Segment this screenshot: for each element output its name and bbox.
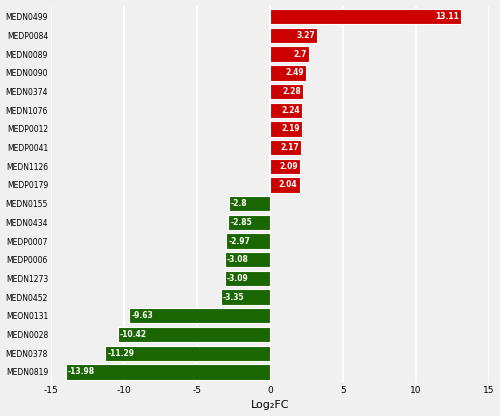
Bar	[270, 84, 303, 99]
Text: -2.8: -2.8	[231, 199, 248, 208]
Text: 3.27: 3.27	[296, 31, 316, 40]
Text: -10.42: -10.42	[120, 330, 147, 339]
Text: 2.04: 2.04	[278, 181, 297, 189]
Text: -3.09: -3.09	[227, 274, 248, 283]
Bar	[224, 271, 270, 286]
Bar	[270, 65, 306, 81]
Text: 2.09: 2.09	[280, 162, 298, 171]
Bar	[66, 364, 270, 379]
Bar	[270, 103, 302, 118]
Bar	[226, 233, 270, 249]
Text: -9.63: -9.63	[132, 311, 153, 320]
Text: -13.98: -13.98	[68, 367, 95, 376]
Text: 2.7: 2.7	[294, 50, 307, 59]
Text: -11.29: -11.29	[107, 349, 134, 358]
Bar	[270, 28, 318, 43]
Text: -2.85: -2.85	[230, 218, 252, 227]
Bar	[225, 252, 270, 267]
Bar	[228, 215, 270, 230]
Text: -3.35: -3.35	[223, 292, 244, 302]
Text: 13.11: 13.11	[435, 12, 459, 21]
Text: -2.97: -2.97	[228, 237, 250, 245]
Text: 2.28: 2.28	[282, 87, 301, 96]
Bar	[270, 140, 302, 155]
Bar	[270, 177, 300, 193]
Text: 2.19: 2.19	[281, 124, 299, 134]
Text: 2.49: 2.49	[286, 68, 304, 77]
Bar	[221, 290, 270, 305]
Bar	[129, 308, 270, 324]
Text: 2.24: 2.24	[282, 106, 300, 115]
Text: -3.08: -3.08	[227, 255, 249, 264]
Bar	[270, 9, 461, 25]
Bar	[118, 327, 270, 342]
Bar	[270, 121, 302, 136]
Text: 2.17: 2.17	[280, 143, 299, 152]
Bar	[270, 158, 300, 174]
Bar	[229, 196, 270, 211]
X-axis label: Log₂FC: Log₂FC	[250, 401, 289, 411]
Bar	[270, 47, 309, 62]
Bar	[105, 346, 270, 361]
